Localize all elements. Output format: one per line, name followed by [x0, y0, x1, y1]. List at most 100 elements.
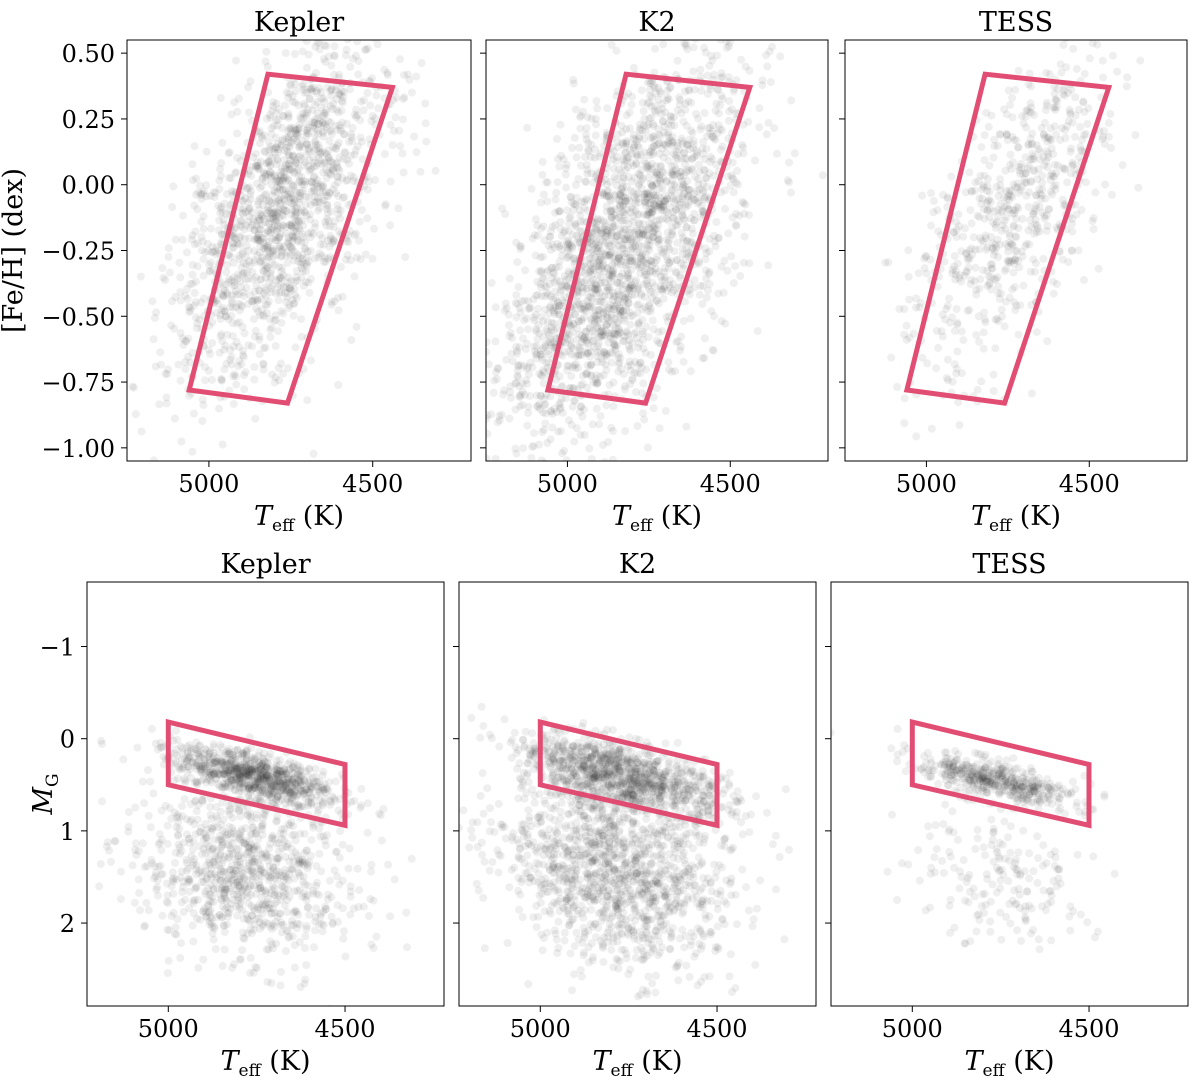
- scatter-point: [278, 176, 287, 185]
- scatter-point: [948, 265, 957, 274]
- scatter-point: [590, 241, 599, 249]
- scatter-point: [291, 291, 299, 300]
- scatter-point: [539, 408, 547, 417]
- scatter-point: [225, 148, 234, 157]
- scatter-point: [1001, 240, 1010, 249]
- scatter-point: [580, 304, 589, 313]
- scatter-point: [279, 135, 288, 144]
- scatter-point: [674, 337, 682, 346]
- scatter-point: [296, 784, 304, 793]
- scatter-point: [356, 116, 365, 125]
- scatter-point: [970, 277, 979, 286]
- scatter-point: [271, 214, 280, 223]
- scatter-point: [962, 268, 971, 277]
- scatter-point: [673, 216, 682, 224]
- scatter-point: [603, 186, 612, 195]
- scatter-point: [647, 205, 656, 213]
- scatter-point: [668, 186, 677, 195]
- scatter-point: [216, 740, 225, 749]
- scatter-point: [282, 769, 291, 778]
- scatter-point: [977, 185, 986, 194]
- scatter-point: [376, 811, 385, 820]
- scatter-point: [311, 179, 320, 188]
- scatter-point: [575, 206, 584, 215]
- scatter-point: [1079, 97, 1088, 106]
- scatter-point: [320, 41, 329, 50]
- scatter-point: [1005, 196, 1014, 204]
- scatter-point: [206, 769, 215, 777]
- scatter-point: [606, 334, 615, 343]
- scatter-point: [306, 165, 315, 173]
- scatter-point: [651, 108, 660, 117]
- scatter-point: [539, 366, 547, 375]
- scatter-point: [217, 230, 226, 239]
- scatter-point: [473, 483, 481, 491]
- scatter-point: [222, 766, 230, 775]
- scatter-point: [288, 199, 297, 208]
- scatter-point: [246, 195, 255, 204]
- scatter-point: [983, 281, 992, 290]
- scatter-points: [473, 40, 827, 491]
- scatter-point: [330, 70, 338, 79]
- scatter-point: [698, 354, 707, 363]
- scatter-point: [327, 130, 336, 138]
- scatter-point: [695, 168, 704, 177]
- scatter-point: [197, 246, 206, 255]
- scatter-point: [670, 180, 679, 189]
- scatter-point: [1046, 171, 1055, 180]
- scatter-point: [661, 197, 670, 206]
- scatter-point: [574, 363, 583, 372]
- scatter-point: [246, 77, 255, 86]
- scatter-point: [569, 75, 578, 84]
- scatter-point: [590, 153, 599, 162]
- scatter-point: [615, 254, 623, 263]
- scatter-point: [293, 251, 302, 259]
- scatter-point: [652, 336, 661, 345]
- scatter-point: [203, 239, 212, 248]
- scatter-point: [1050, 160, 1059, 169]
- scatter-point: [222, 209, 231, 218]
- scatter-point: [604, 338, 613, 347]
- scatter-point: [519, 444, 528, 453]
- scatter-point: [566, 192, 575, 201]
- scatter-point: [633, 226, 642, 235]
- scatter-point: [664, 358, 673, 367]
- scatter-point: [234, 94, 243, 103]
- scatter-point: [597, 323, 606, 332]
- scatter-point: [321, 149, 330, 158]
- scatter-point: [540, 425, 549, 434]
- scatter-point: [257, 256, 266, 265]
- scatter-point: [598, 315, 607, 324]
- scatter-point: [389, 126, 398, 135]
- scatter-point: [1049, 150, 1058, 158]
- scatter-point: [536, 350, 545, 359]
- scatter-point: [237, 217, 246, 226]
- scatter-point: [228, 763, 237, 772]
- scatter-point: [659, 268, 668, 277]
- scatter-point: [540, 394, 549, 403]
- scatter-point: [267, 205, 276, 214]
- scatter-point: [583, 165, 592, 174]
- scatter-point: [972, 331, 981, 340]
- scatter-point: [586, 237, 595, 246]
- scatter-point: [218, 783, 227, 792]
- scatter-point: [356, 133, 365, 142]
- scatter-point: [323, 209, 332, 218]
- scatter-point: [1027, 82, 1035, 91]
- scatter-point: [700, 354, 709, 362]
- scatter-point: [689, 195, 698, 204]
- scatter-point: [1009, 222, 1018, 231]
- scatter-point: [574, 175, 583, 183]
- scatter-point: [354, 57, 363, 66]
- scatter-point: [621, 293, 630, 302]
- scatter-point: [299, 221, 308, 230]
- scatter-point: [601, 222, 610, 231]
- scatter-point: [151, 362, 160, 371]
- scatter-point: [987, 260, 996, 268]
- scatter-point: [681, 87, 689, 96]
- scatter-point: [991, 240, 1000, 249]
- scatter-point: [218, 208, 227, 217]
- scatter-point: [286, 142, 294, 151]
- scatter-point: [714, 85, 722, 94]
- scatter-point: [619, 224, 628, 233]
